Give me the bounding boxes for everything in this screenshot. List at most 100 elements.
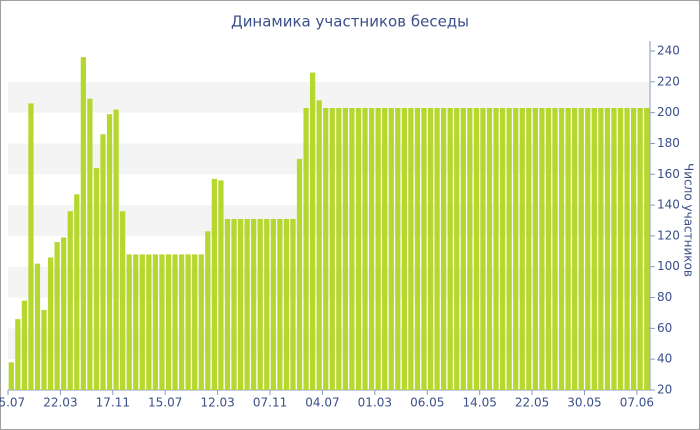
bar bbox=[159, 254, 165, 390]
bar bbox=[34, 263, 41, 390]
bar bbox=[388, 108, 394, 390]
bar bbox=[218, 180, 224, 390]
bar bbox=[519, 108, 525, 390]
bar bbox=[644, 108, 650, 390]
bar bbox=[323, 108, 329, 390]
y-tick-label: 20 bbox=[657, 383, 672, 397]
bar bbox=[106, 114, 113, 390]
x-tick-label: 12.03 bbox=[200, 396, 234, 410]
x-tick-label: 25.07 bbox=[0, 396, 25, 410]
x-tick-label: 06.05 bbox=[410, 396, 444, 410]
bar bbox=[545, 108, 552, 390]
bar bbox=[139, 254, 145, 390]
grid-band bbox=[8, 81, 650, 113]
bar bbox=[552, 108, 558, 390]
bar bbox=[585, 108, 591, 390]
x-tick-label: 07.11 bbox=[253, 396, 287, 410]
bar bbox=[165, 254, 172, 390]
bar bbox=[427, 108, 434, 390]
x-tick-label: 22.05 bbox=[515, 396, 549, 410]
bar bbox=[270, 218, 276, 390]
bar bbox=[362, 108, 368, 390]
bar bbox=[192, 254, 198, 390]
bar bbox=[329, 108, 335, 390]
bar bbox=[120, 211, 126, 390]
bar bbox=[152, 254, 159, 390]
bar bbox=[303, 108, 309, 390]
bar bbox=[54, 242, 60, 390]
x-tick-label: 14.05 bbox=[462, 396, 496, 410]
bar bbox=[28, 103, 34, 391]
bar bbox=[460, 108, 466, 390]
bar bbox=[211, 178, 217, 390]
y-tick-label: 160 bbox=[657, 167, 680, 181]
x-tick-label: 30.05 bbox=[567, 396, 601, 410]
bar bbox=[251, 218, 257, 390]
bar bbox=[126, 254, 132, 390]
bar bbox=[178, 254, 185, 390]
bar bbox=[87, 98, 93, 390]
bar bbox=[526, 108, 532, 390]
bar bbox=[441, 108, 447, 390]
x-tick-label: 17.11 bbox=[96, 396, 130, 410]
bar bbox=[133, 254, 139, 390]
chart-title: Динамика участников беседы bbox=[231, 13, 469, 31]
bar bbox=[283, 218, 290, 390]
bar bbox=[185, 254, 191, 390]
bar bbox=[316, 100, 322, 391]
bar bbox=[257, 218, 263, 390]
bar bbox=[480, 108, 486, 390]
bar bbox=[368, 108, 375, 390]
y-tick-label: 180 bbox=[657, 136, 680, 150]
bar bbox=[611, 108, 617, 390]
bar bbox=[375, 108, 381, 390]
bar bbox=[74, 194, 80, 390]
bar bbox=[624, 108, 630, 390]
bar bbox=[506, 108, 512, 390]
bar bbox=[598, 108, 604, 390]
bar bbox=[349, 108, 355, 390]
x-tick-label: 04.07 bbox=[305, 396, 339, 410]
bar bbox=[277, 218, 283, 390]
bar bbox=[604, 108, 611, 390]
y-tick-label: 220 bbox=[657, 74, 680, 88]
bar bbox=[558, 108, 565, 390]
x-tick-label: 01.03 bbox=[358, 396, 392, 410]
bar bbox=[467, 108, 473, 390]
x-tick-label: 22.03 bbox=[43, 396, 77, 410]
bar bbox=[113, 109, 119, 391]
bar bbox=[572, 108, 578, 390]
y-tick-label: 40 bbox=[657, 352, 672, 366]
bar bbox=[473, 108, 480, 390]
bar bbox=[264, 218, 270, 390]
bar bbox=[310, 72, 316, 390]
bar bbox=[231, 218, 237, 390]
bar bbox=[237, 218, 244, 390]
bar bbox=[244, 218, 250, 390]
bar bbox=[434, 108, 440, 390]
bar bbox=[454, 108, 460, 390]
y-tick-label: 60 bbox=[657, 321, 672, 335]
bar bbox=[486, 108, 493, 390]
bar bbox=[15, 319, 21, 390]
bar bbox=[637, 108, 643, 390]
bar bbox=[382, 108, 388, 390]
bar bbox=[172, 254, 178, 390]
bar bbox=[198, 254, 204, 390]
x-tick-label: 07.06 bbox=[620, 396, 654, 410]
bar bbox=[146, 254, 152, 390]
y-axis-label: Число участников bbox=[682, 163, 696, 277]
bar bbox=[591, 108, 597, 390]
bar bbox=[532, 108, 538, 390]
bar bbox=[499, 108, 506, 390]
bar bbox=[395, 108, 401, 390]
bar bbox=[93, 168, 100, 390]
bar bbox=[565, 108, 571, 390]
bar bbox=[80, 57, 86, 390]
bar bbox=[617, 108, 624, 390]
bar bbox=[8, 362, 14, 390]
y-tick-label: 140 bbox=[657, 198, 680, 212]
bar bbox=[631, 108, 637, 390]
x-tick-label: 15.07 bbox=[148, 396, 182, 410]
